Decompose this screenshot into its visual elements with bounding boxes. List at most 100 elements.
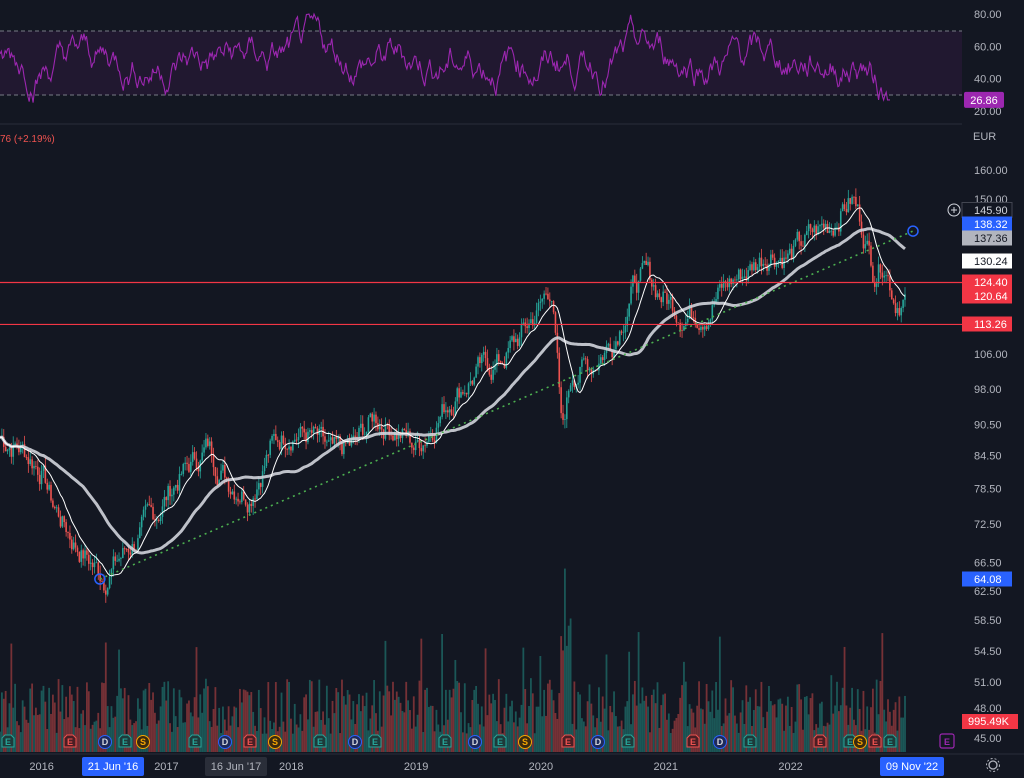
- volume-bar: [31, 683, 34, 752]
- event-marker[interactable]: D: [713, 735, 727, 749]
- candle: [439, 415, 442, 427]
- event-marker[interactable]: E: [118, 734, 132, 748]
- event-marker[interactable]: E: [561, 734, 575, 748]
- volume-bar: [696, 705, 699, 752]
- candle: [651, 278, 653, 296]
- candle: [873, 275, 876, 293]
- candle: [728, 275, 731, 293]
- volume-bar: [284, 731, 287, 752]
- horizontal-lines[interactable]: [0, 281, 962, 326]
- trend-start-handle[interactable]: [94, 573, 106, 585]
- volume-bar: [150, 699, 153, 752]
- candle: [409, 428, 411, 445]
- volume-bar: [807, 714, 810, 752]
- volume-bar: [344, 704, 347, 752]
- event-marker[interactable]: E: [868, 734, 882, 748]
- candle: [496, 347, 498, 373]
- candle: [719, 279, 721, 292]
- candle: [108, 569, 111, 590]
- volume-bar: [596, 718, 598, 752]
- candle: [171, 488, 173, 505]
- candle: [174, 484, 177, 491]
- candle: [118, 552, 120, 563]
- volume-bar: [19, 732, 22, 752]
- volume-bar: [86, 682, 88, 752]
- volume-bar: [796, 684, 799, 752]
- candle: [237, 492, 239, 507]
- price-tick-label: 90.50: [974, 420, 1002, 432]
- event-marker[interactable]: E: [438, 734, 452, 748]
- event-marker[interactable]: E: [1, 734, 15, 748]
- event-marker[interactable]: D: [348, 735, 362, 749]
- candle: [813, 220, 816, 241]
- volume-bar: [858, 708, 861, 752]
- volume-bar: [378, 691, 381, 752]
- event-marker[interactable]: E: [813, 734, 827, 748]
- candle: [792, 240, 795, 263]
- candle: [120, 556, 122, 567]
- event-marker[interactable]: E: [368, 734, 382, 748]
- candle: [241, 488, 243, 505]
- event-marker[interactable]: S: [518, 735, 532, 749]
- candle: [754, 258, 757, 273]
- event-marker[interactable]: E: [743, 734, 757, 748]
- candle: [105, 584, 107, 603]
- event-marker[interactable]: E: [493, 734, 507, 748]
- volume-bar: [611, 712, 614, 752]
- candle: [6, 448, 9, 455]
- time-axis[interactable]: 2016 2017 2018 2019 2020 2021 2022 21 Jun '16 …: [0, 753, 1024, 778]
- candle: [885, 270, 887, 283]
- event-marker[interactable]: E: [621, 734, 635, 748]
- candle: [513, 329, 515, 351]
- volume-bar: [256, 730, 258, 752]
- candle: [148, 495, 151, 506]
- volume-bar: [711, 690, 714, 752]
- candle: [637, 280, 640, 301]
- currency-selector[interactable]: EUR: [973, 131, 997, 143]
- svg-text:E: E: [442, 737, 448, 747]
- volume-bar: [709, 711, 712, 752]
- candle: [645, 252, 647, 266]
- event-marker[interactable]: S: [853, 735, 867, 749]
- price-tick-label: 84.50: [974, 450, 1002, 462]
- event-marker[interactable]: S: [136, 735, 150, 749]
- trend-end-handle[interactable]: [907, 225, 919, 237]
- candle: [50, 481, 52, 503]
- candle: [354, 429, 356, 445]
- event-marker-icon[interactable]: E: [939, 733, 955, 749]
- event-marker[interactable]: E: [883, 734, 897, 748]
- svg-text:E: E: [372, 737, 378, 747]
- volume-bar: [870, 707, 872, 752]
- candle: [471, 379, 474, 386]
- candle: [679, 319, 681, 338]
- candle: [671, 293, 674, 318]
- add-alert-icon[interactable]: [947, 203, 961, 217]
- volume-bar: [477, 703, 479, 752]
- volume-bar: [365, 692, 368, 752]
- event-marker[interactable]: D: [218, 735, 232, 749]
- settings-gear-icon[interactable]: [986, 758, 1000, 772]
- volume-bar: [463, 683, 466, 752]
- event-marker[interactable]: D: [98, 735, 112, 749]
- volume-bar: [531, 693, 534, 752]
- event-marker[interactable]: E: [188, 734, 202, 748]
- candle: [186, 455, 188, 471]
- event-marker[interactable]: E: [63, 734, 77, 748]
- event-marker[interactable]: D: [468, 735, 482, 749]
- trend-line[interactable]: [99, 230, 914, 580]
- event-marker[interactable]: E: [243, 734, 257, 748]
- volume-bar: [569, 618, 572, 752]
- candle: [242, 486, 245, 501]
- event-marker[interactable]: D: [591, 735, 605, 749]
- event-marker[interactable]: E: [686, 734, 700, 748]
- event-marker[interactable]: S: [268, 735, 282, 749]
- volume-bar: [683, 661, 685, 752]
- candle: [817, 220, 819, 236]
- event-marker[interactable]: E: [313, 734, 327, 748]
- volume-bar: [206, 686, 209, 752]
- candle: [894, 295, 897, 317]
- volume-bar: [339, 733, 341, 752]
